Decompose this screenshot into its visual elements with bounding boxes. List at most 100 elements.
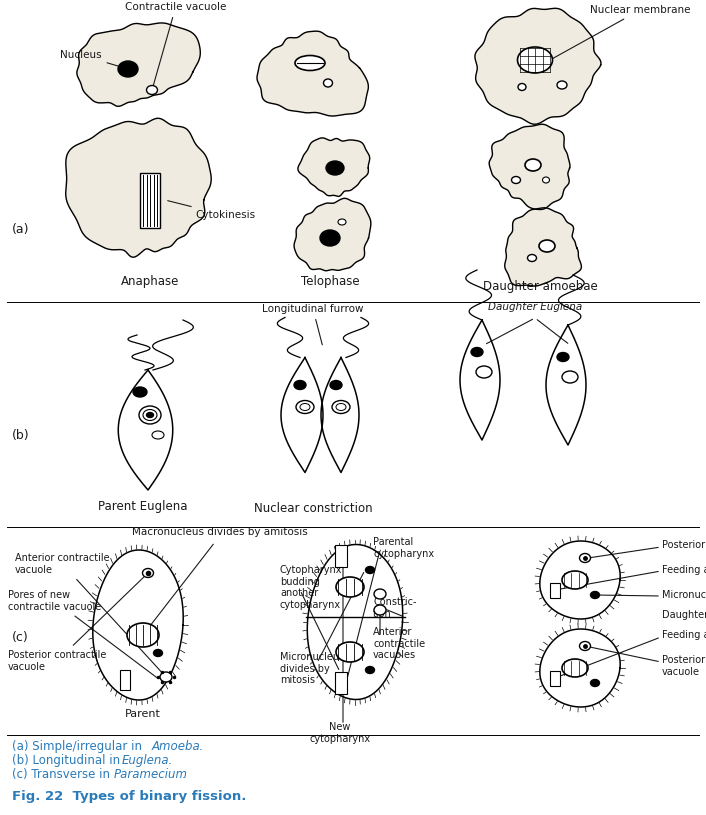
Polygon shape — [257, 31, 369, 116]
Text: Posterior contractile
vacuole: Posterior contractile vacuole — [662, 655, 706, 676]
Ellipse shape — [336, 577, 364, 597]
Ellipse shape — [336, 642, 364, 662]
Text: (b): (b) — [12, 429, 30, 442]
Bar — [335, 545, 347, 567]
Ellipse shape — [562, 659, 588, 677]
Polygon shape — [77, 23, 201, 106]
Text: Nuclear constriction: Nuclear constriction — [253, 502, 372, 515]
Ellipse shape — [580, 641, 590, 650]
Ellipse shape — [542, 177, 549, 183]
Ellipse shape — [143, 569, 153, 578]
Text: .: . — [182, 768, 186, 781]
Ellipse shape — [143, 409, 157, 421]
Bar — [550, 671, 560, 686]
Text: Amoeba: Amoeba — [152, 740, 201, 753]
Ellipse shape — [580, 553, 590, 562]
Ellipse shape — [338, 219, 346, 225]
Ellipse shape — [323, 79, 333, 87]
Text: (b) Longitudinal in: (b) Longitudinal in — [12, 754, 124, 767]
Text: Micronucleus
divides by
mitosis: Micronucleus divides by mitosis — [280, 652, 345, 685]
Ellipse shape — [518, 83, 526, 90]
Ellipse shape — [332, 400, 350, 413]
Polygon shape — [92, 550, 184, 700]
Polygon shape — [281, 358, 323, 473]
Ellipse shape — [152, 431, 164, 439]
Ellipse shape — [512, 177, 520, 183]
Ellipse shape — [562, 371, 578, 383]
Ellipse shape — [366, 667, 374, 673]
Polygon shape — [118, 370, 173, 490]
Text: Daughter Euglena: Daughter Euglena — [488, 302, 582, 312]
Text: (a): (a) — [12, 223, 30, 236]
Ellipse shape — [539, 240, 555, 252]
Text: .: . — [199, 740, 203, 753]
Ellipse shape — [562, 571, 588, 589]
Ellipse shape — [471, 347, 483, 356]
Polygon shape — [546, 325, 586, 445]
Text: Paramecium: Paramecium — [114, 768, 188, 781]
Ellipse shape — [366, 566, 374, 574]
Ellipse shape — [590, 592, 599, 598]
Ellipse shape — [326, 161, 344, 175]
Text: Telophase: Telophase — [301, 275, 359, 288]
Text: Parent Euglena: Parent Euglena — [98, 500, 188, 513]
Text: Cytokinesis: Cytokinesis — [168, 200, 255, 220]
Ellipse shape — [330, 381, 342, 390]
Ellipse shape — [294, 381, 306, 390]
Ellipse shape — [147, 86, 157, 95]
Text: Longitudinal furrow: Longitudinal furrow — [262, 304, 364, 345]
Polygon shape — [66, 118, 211, 258]
Ellipse shape — [118, 61, 138, 77]
Text: New
cytopharynx: New cytopharynx — [309, 722, 371, 743]
Text: Pores of new
contractile vacuole: Pores of new contractile vacuole — [8, 590, 157, 678]
Polygon shape — [307, 544, 402, 699]
Ellipse shape — [127, 623, 159, 647]
Ellipse shape — [320, 230, 340, 246]
Ellipse shape — [374, 589, 386, 599]
Ellipse shape — [147, 412, 153, 417]
Ellipse shape — [153, 650, 162, 657]
Ellipse shape — [336, 403, 346, 411]
Text: Cytopharynx
budding
another
cytopharynx: Cytopharynx budding another cytopharynx — [280, 565, 342, 610]
Bar — [335, 672, 347, 694]
Text: (a) Simple/irregular in: (a) Simple/irregular in — [12, 740, 145, 753]
Text: Daughter: Daughter — [662, 610, 706, 620]
Ellipse shape — [557, 353, 569, 362]
Bar — [140, 173, 160, 227]
Text: Anaphase: Anaphase — [121, 275, 179, 288]
Ellipse shape — [525, 159, 541, 171]
Ellipse shape — [160, 672, 172, 682]
Ellipse shape — [557, 81, 567, 89]
Text: (c) Transverse in: (c) Transverse in — [12, 768, 114, 781]
Bar — [550, 583, 560, 598]
Text: Fig. 22  Types of binary fission.: Fig. 22 Types of binary fission. — [12, 790, 246, 803]
Text: Feeding apparatus: Feeding apparatus — [662, 630, 706, 640]
Polygon shape — [475, 8, 601, 124]
Text: Parent: Parent — [125, 709, 161, 719]
Ellipse shape — [476, 366, 492, 378]
Text: Micronucleus: Micronucleus — [662, 590, 706, 600]
Ellipse shape — [295, 55, 325, 71]
Ellipse shape — [517, 47, 553, 73]
Text: Anterior contractile
vacuole: Anterior contractile vacuole — [15, 553, 164, 675]
Text: Contractile vacuole: Contractile vacuole — [125, 2, 227, 87]
Text: .: . — [168, 754, 172, 767]
Text: Parental
cytopharynx: Parental cytopharynx — [373, 537, 434, 558]
Ellipse shape — [133, 387, 147, 397]
Ellipse shape — [527, 254, 537, 262]
Text: (c): (c) — [12, 632, 29, 645]
Polygon shape — [294, 198, 371, 271]
Text: Nucleus: Nucleus — [60, 50, 126, 68]
Text: Posterior contractile vacuole: Posterior contractile vacuole — [662, 540, 706, 550]
Ellipse shape — [300, 403, 310, 411]
Bar — [120, 670, 130, 690]
Ellipse shape — [296, 400, 314, 413]
Polygon shape — [321, 358, 359, 473]
Polygon shape — [505, 208, 582, 286]
Polygon shape — [298, 138, 370, 196]
Text: Anterior
contractile
vacuoles: Anterior contractile vacuoles — [373, 627, 425, 660]
Text: Macronucleus divides by amitosis: Macronucleus divides by amitosis — [132, 527, 308, 537]
Polygon shape — [540, 629, 620, 707]
Text: Feeding apparatus: Feeding apparatus — [662, 565, 706, 575]
Ellipse shape — [374, 605, 386, 615]
